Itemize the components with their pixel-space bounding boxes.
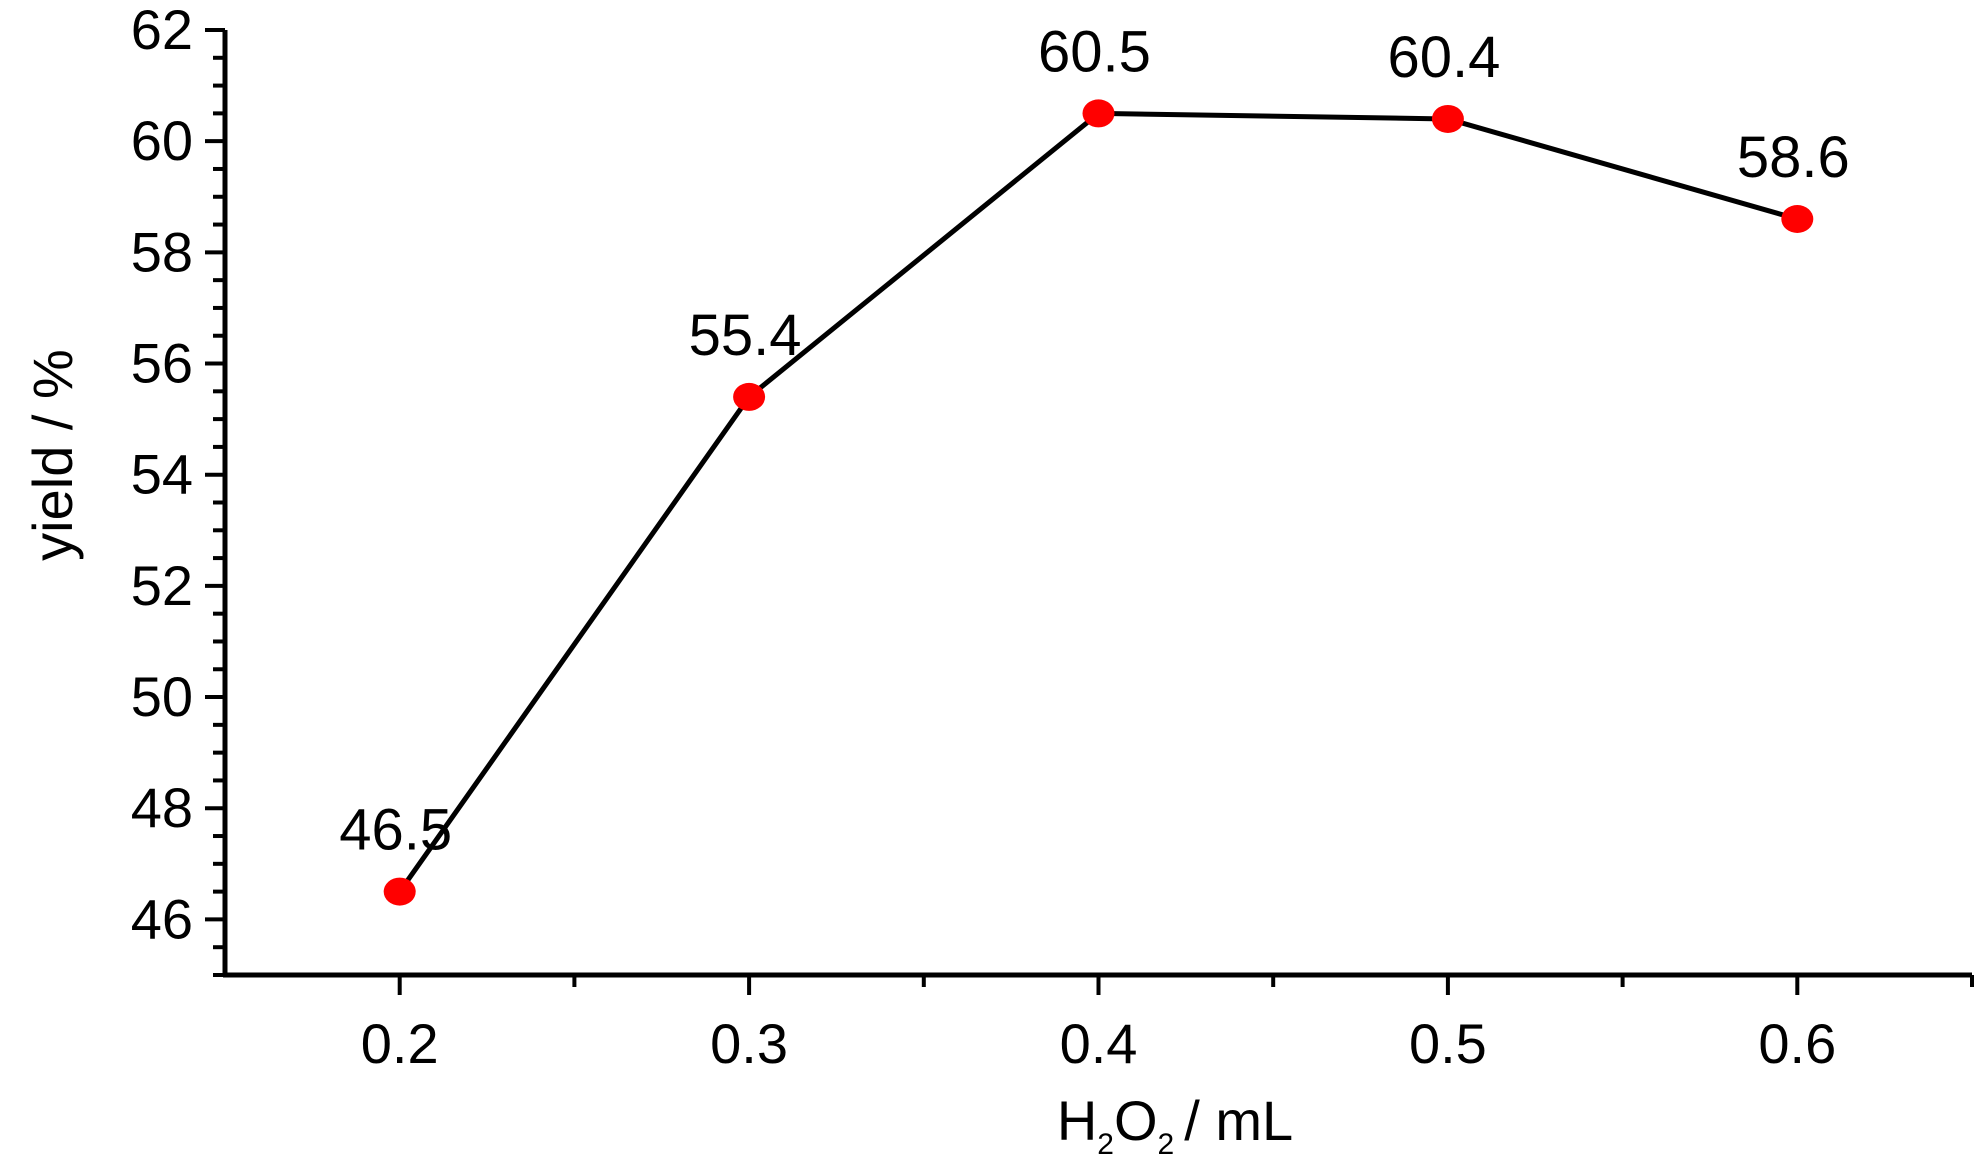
x-tick-label: 0.4 <box>1060 1012 1138 1075</box>
y-tick-label: 46 <box>131 887 193 950</box>
data-point <box>383 877 416 906</box>
x-tick-label: 0.3 <box>710 1012 788 1075</box>
y-tick-label: 56 <box>131 332 193 395</box>
x-tick-label: 0.6 <box>1758 1012 1836 1075</box>
data-point <box>1781 205 1814 233</box>
y-axis-ticks: 46 48 50 52 54 56 58 60 62 <box>131 0 225 977</box>
data-point <box>733 382 766 411</box>
y-tick-label: 52 <box>131 554 193 617</box>
x-axis-title-sub1: 2 <box>1097 1128 1114 1157</box>
y-tick-label: 48 <box>131 776 193 839</box>
y-axis-title: yield / % <box>21 349 84 561</box>
series-line <box>397 110 1798 894</box>
data-label: 58.6 <box>1737 125 1850 190</box>
x-axis-title-o: O <box>1114 1089 1158 1152</box>
x-tick-label: 0.5 <box>1409 1012 1487 1075</box>
x-axis-title-sub2: 2 <box>1158 1128 1175 1157</box>
y-tick-label: 54 <box>131 443 193 506</box>
x-tick-label: 0.2 <box>361 1012 439 1075</box>
chart-axes <box>222 30 1972 978</box>
plot-area: 46.5 55.4 60.5 60.4 58.6 <box>339 19 1850 906</box>
data-label: 55.4 <box>689 303 802 368</box>
data-point <box>1431 104 1464 133</box>
y-tick-label: 62 <box>131 0 193 61</box>
data-label: 60.4 <box>1387 25 1500 90</box>
x-axis-title-unit: / mL <box>1184 1089 1293 1152</box>
data-label: 46.5 <box>339 798 452 863</box>
data-label: 60.5 <box>1038 19 1151 84</box>
x-axis-ticks: 0.2 0.3 0.4 0.5 0.6 <box>361 975 1974 1075</box>
y-tick-label: 60 <box>131 109 193 172</box>
data-point <box>1082 99 1115 128</box>
x-axis-title-h: H <box>1057 1089 1097 1152</box>
y-tick-label: 50 <box>131 665 193 728</box>
y-tick-label: 58 <box>131 220 193 283</box>
x-axis-title: H2O2/ mL <box>1057 1089 1293 1157</box>
